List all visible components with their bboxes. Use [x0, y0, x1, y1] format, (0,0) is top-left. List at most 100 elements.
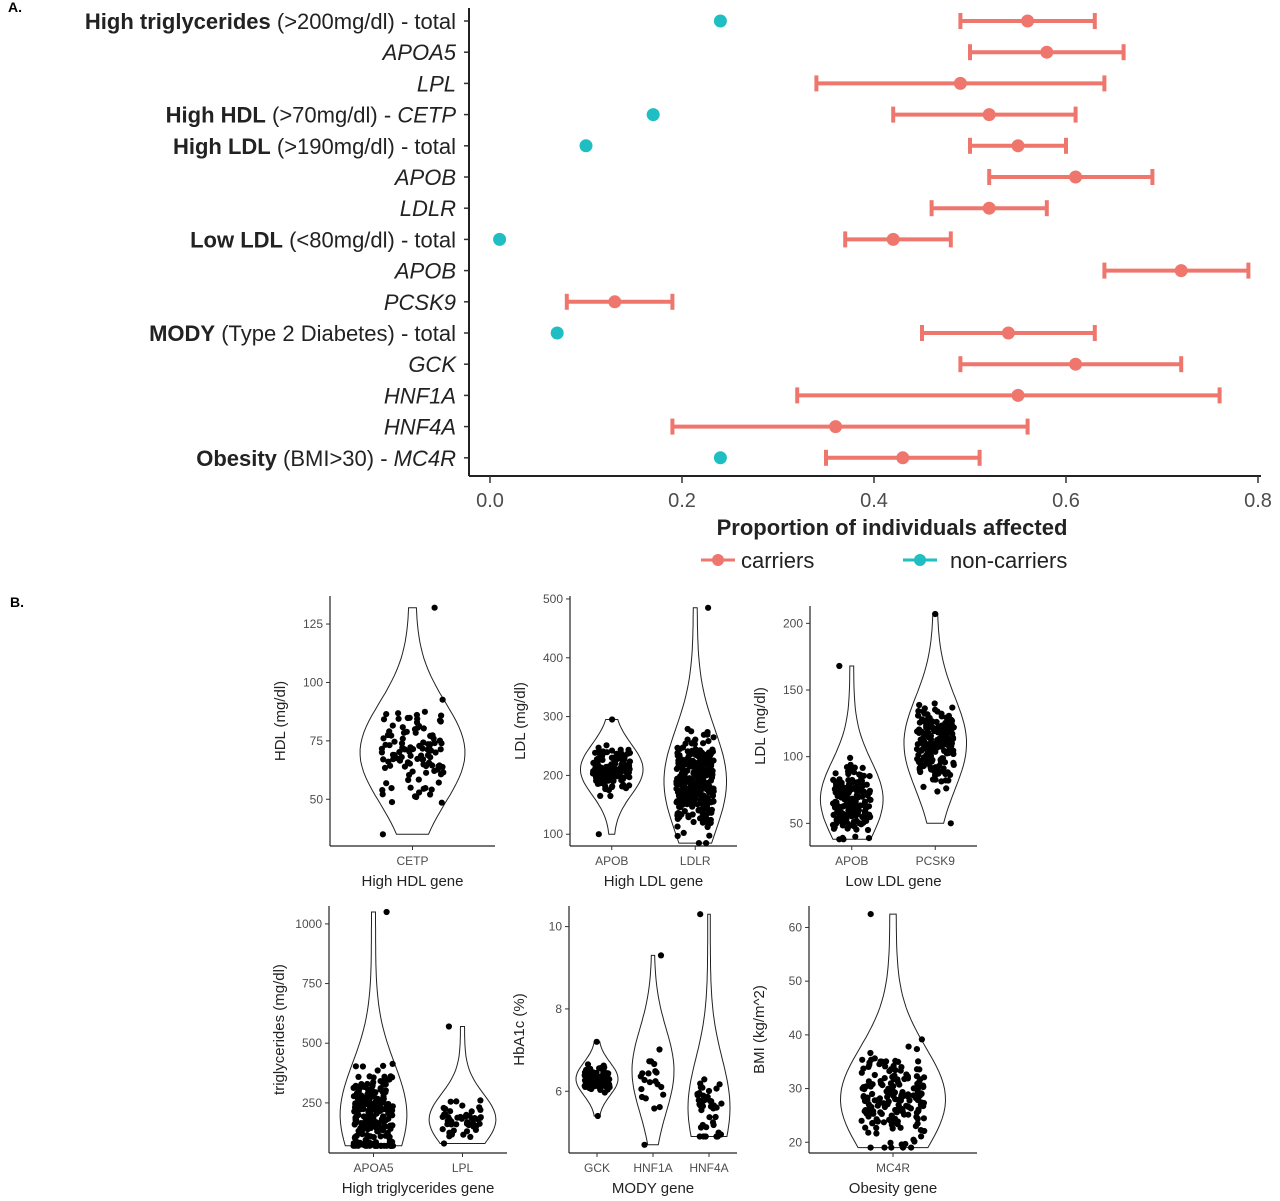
data-point: [693, 788, 701, 795]
y-tick-label: 50: [310, 792, 324, 806]
data-point: [598, 779, 606, 787]
data-point: [464, 1119, 471, 1126]
data-point: [469, 1119, 476, 1126]
data-point: [682, 787, 689, 795]
y-axis-title: LDL (mg/dl): [752, 687, 769, 765]
data-point: [439, 696, 446, 703]
data-point: [850, 818, 857, 826]
data-point: [845, 777, 852, 784]
jitter-points: [589, 716, 634, 838]
data-point: [700, 1133, 707, 1140]
y-tick-label: 30: [789, 1082, 803, 1096]
data-point: [694, 760, 701, 767]
label-gene-part: LPL: [417, 71, 456, 96]
data-point: [850, 811, 857, 818]
data-point: [869, 1081, 876, 1088]
data-point: [405, 776, 412, 784]
data-point: [352, 1063, 359, 1070]
data-point: [703, 772, 710, 779]
x-axis-title: Proportion of individuals affected: [717, 515, 1068, 540]
data-point: [423, 769, 430, 776]
data-point: [416, 789, 423, 796]
data-point: [679, 760, 687, 768]
data-point: [912, 1095, 920, 1102]
data-point: [595, 744, 602, 751]
data-point: [382, 1089, 389, 1096]
jitter-points: [350, 908, 397, 1149]
carriers-point: [1001, 326, 1015, 340]
data-point: [431, 739, 438, 747]
carriers-estimate: [987, 169, 1155, 185]
data-point: [914, 1115, 921, 1122]
data-point: [915, 708, 922, 715]
data-point: [849, 785, 856, 792]
carriers-estimate: [920, 325, 1097, 341]
data-point: [387, 1104, 394, 1111]
data-point: [916, 729, 923, 737]
data-point: [421, 708, 428, 715]
data-point: [445, 1023, 452, 1030]
data-point: [599, 756, 606, 764]
data-point: [932, 610, 939, 618]
carriers-point: [608, 295, 622, 309]
violin-group: [359, 604, 466, 838]
data-point: [934, 788, 941, 795]
data-point: [641, 1141, 648, 1148]
data-point: [698, 1107, 705, 1114]
panel-a-label: A.: [8, 0, 22, 15]
data-point: [937, 758, 945, 766]
data-point: [420, 725, 427, 732]
data-point: [832, 770, 839, 777]
data-point: [437, 746, 444, 753]
data-point: [387, 762, 394, 769]
data-point: [352, 1133, 359, 1141]
data-point: [380, 735, 387, 742]
carriers-estimate: [968, 44, 1126, 61]
x-tick-label: 0.6: [1052, 490, 1080, 512]
y-tick-label: 8: [555, 1002, 562, 1016]
label-bold-part: MODY: [149, 321, 215, 346]
data-point: [414, 755, 421, 763]
data-point: [425, 759, 433, 766]
data-point: [830, 825, 838, 832]
data-point: [379, 1127, 386, 1134]
data-point: [918, 1133, 925, 1140]
carriers-estimate: [968, 137, 1068, 154]
data-point: [890, 1092, 897, 1099]
non-carriers-estimate: [713, 14, 727, 28]
data-point: [599, 1073, 606, 1080]
y-tick-label: 50: [789, 974, 803, 988]
data-point: [883, 1058, 890, 1065]
data-point: [689, 803, 696, 810]
data-point: [865, 1129, 872, 1136]
non-carriers-estimate: [493, 232, 507, 246]
data-point: [350, 1142, 357, 1149]
violin-panel: 50 75 100 125 HDL (mg/dl) High HDL gene CETP: [272, 596, 495, 890]
data-point: [867, 1144, 874, 1151]
data-point: [845, 807, 852, 814]
data-point: [395, 710, 402, 717]
label-text-part: (BMI>30) -: [277, 446, 394, 471]
carriers-point: [1069, 170, 1083, 184]
data-point: [438, 799, 445, 806]
data-point: [673, 765, 681, 773]
data-point: [583, 1069, 590, 1076]
data-point: [905, 1091, 912, 1098]
data-point: [477, 1097, 484, 1104]
data-point: [696, 771, 703, 779]
data-point: [867, 796, 874, 804]
y-tick-label: 400: [543, 651, 563, 665]
data-point: [435, 763, 442, 770]
label-gene-part: HNF4A: [384, 415, 456, 440]
data-point: [850, 779, 857, 786]
non-carriers-estimate: [550, 326, 564, 340]
data-point: [442, 1105, 449, 1113]
y-tick-label: 750: [302, 977, 322, 991]
carriers-estimate: [795, 387, 1222, 404]
data-point: [446, 1115, 453, 1123]
data-point: [712, 1113, 719, 1121]
category-label: LPL: [417, 71, 456, 96]
data-point: [914, 741, 921, 748]
data-point: [915, 712, 922, 719]
data-point: [699, 1084, 706, 1091]
